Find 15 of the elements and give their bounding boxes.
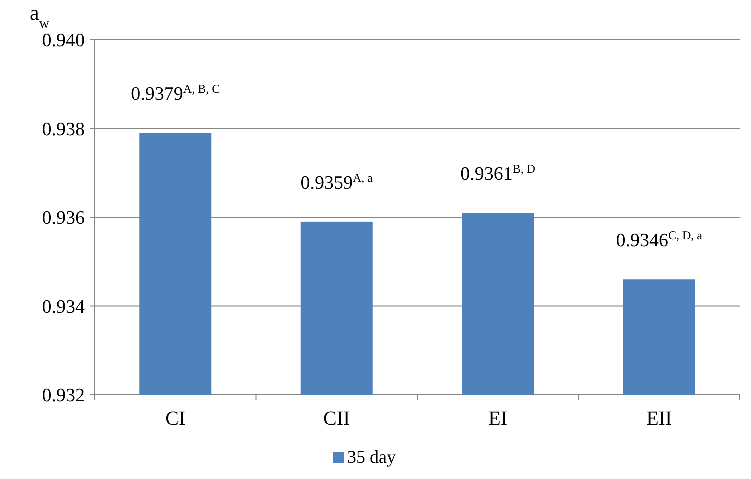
y-tick-label: 0.932	[42, 386, 85, 407]
y-tick-label: 0.940	[42, 30, 85, 52]
text: 0.9359$^{A, a}$	[300, 170, 373, 194]
text: 0.9361$^{B, D}$	[460, 162, 536, 186]
x-tick-label: EII	[646, 408, 672, 430]
y-tick-label: 0.938	[42, 119, 85, 140]
y-tick-label: 0.936	[42, 208, 85, 230]
x-tick-label: CII	[324, 408, 350, 430]
y-tick-label: 0.934	[42, 296, 86, 318]
text: 0.9346$^{C, D, a}$	[616, 228, 702, 252]
text: 0.9379$^{A, B, C}$	[131, 82, 220, 106]
x-tick-label: CI	[166, 408, 186, 430]
legend-label: 35 day	[348, 447, 396, 467]
x-tick-label: EI	[488, 408, 508, 430]
y-axis-title: a$_{w}$	[30, 1, 50, 32]
